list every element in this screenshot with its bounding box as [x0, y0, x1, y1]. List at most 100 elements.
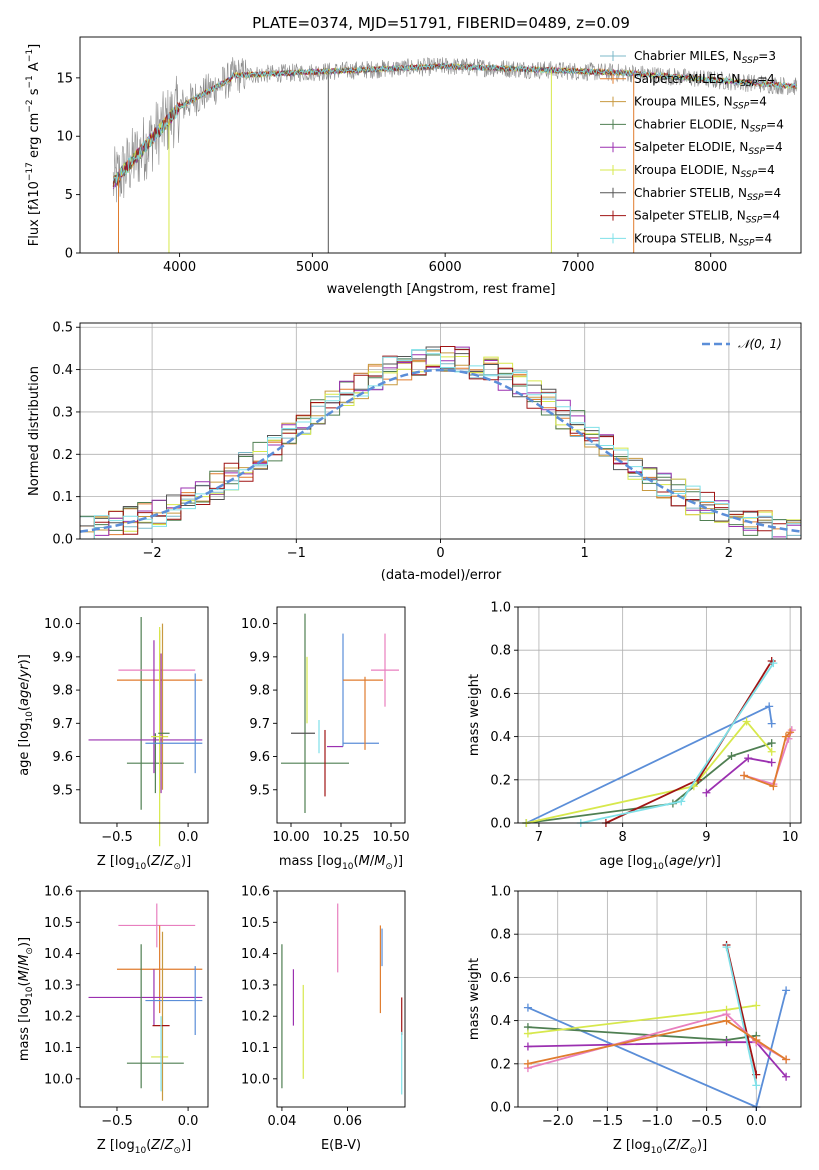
residual-xlabel: (data-model)/error [381, 568, 502, 583]
spectrum-ylabel: Flux [fλ10−17 erg cm−2 s−1 A−1] [25, 44, 42, 246]
legend-label: Chabrier STELIB, NSSP=4 [634, 186, 781, 203]
x-tick-label: −0.5 [101, 830, 133, 845]
y-tick-label: 0.2 [490, 773, 511, 788]
weight-line [725, 947, 758, 1086]
y-tick-label: 9.8 [52, 684, 73, 699]
panel-frame [517, 606, 802, 824]
model-spectrum [112, 62, 798, 184]
weight-vs-metallicity-panel: −2.0 −1.5 −1.0 −0.5 0.0 0.0 0.2 0.4 0.6 0.8 1.0 [490, 885, 802, 1129]
wage-xlabel: age [log10(age/yr)] [599, 854, 721, 872]
y-tick-label: 0.1 [52, 490, 73, 505]
x-tick-label: 4000 [163, 260, 196, 275]
weight-line [527, 1019, 787, 1065]
y-tick-label: 10.1 [44, 1041, 73, 1056]
y-tick-label: 10.2 [241, 1010, 270, 1025]
legend-label: Chabrier MILES, NSSP=3 [634, 49, 776, 66]
weight-marker [782, 986, 791, 995]
weight-marker [523, 1029, 532, 1038]
wz-xlabel: Z [log10(Z/Z⊙)] [613, 1138, 707, 1156]
residual-panel: −2 −1 0 1 2 0.0 0.1 0.2 0.3 0.4 0.5 (data-model)/e… [27, 321, 802, 583]
weight-marker [769, 782, 778, 791]
model-spectrum [112, 62, 634, 187]
x-tick-label: 5000 [296, 260, 329, 275]
y-tick-label: 0.5 [52, 321, 73, 336]
legend-label: Kroupa STELIB, NSSP=4 [634, 231, 772, 248]
x-tick-label: 0.0 [746, 1114, 767, 1129]
y-tick-label: 0.4 [52, 363, 73, 378]
y-tick-label: 0 [65, 247, 73, 262]
x-tick-label: 9 [702, 830, 710, 845]
weight-marker [752, 1036, 761, 1045]
y-tick-label: 9.9 [52, 650, 73, 665]
y-tick-label: 9.5 [52, 783, 73, 798]
weight-marker [744, 754, 753, 763]
x-tick-label: −1.5 [592, 1114, 624, 1129]
y-tick-label: 0.0 [490, 1101, 511, 1116]
x-tick-label: 0.06 [333, 1114, 362, 1129]
y-tick-label: 10.0 [241, 1072, 270, 1087]
weight-marker [722, 1016, 731, 1025]
y-tick-label: 10.3 [241, 978, 270, 993]
y-tick-label: 9.8 [249, 684, 270, 699]
data-group [88, 616, 203, 847]
mass-vs-ebv-panel: 0.04 0.06 10.0 10.1 10.2 10.3 10.4 10.5 10.6 [241, 885, 406, 1129]
y-tick-label: 0.3 [52, 405, 73, 420]
y-tick-label: 9.9 [249, 650, 270, 665]
x-tick-label: 10.50 [372, 830, 409, 845]
weight-marker [782, 1072, 791, 1081]
y-tick-label: 10.6 [241, 885, 270, 900]
weight-marker [781, 732, 790, 741]
x-tick-label: 8000 [694, 260, 727, 275]
weight-marker [677, 797, 686, 806]
x-tick-label: −0.5 [691, 1114, 723, 1129]
y-tick-label: 9.6 [249, 750, 270, 765]
y-tick-label: 10.2 [44, 1010, 73, 1025]
panel-frame [276, 606, 406, 824]
weight-marker [722, 1038, 731, 1047]
data-group [281, 903, 403, 1095]
x-tick-label: 7000 [561, 260, 594, 275]
weight-marker [767, 739, 776, 748]
age-vs-metallicity-panel: −0.5 0.0 9.5 9.6 9.7 9.8 9.9 10.0 [44, 606, 209, 847]
normal-legend-label: 𝒩(0, 1) [738, 337, 782, 351]
spectrum-title: PLATE=0374, MJD=51791, FIBERID=0489, z=0… [252, 14, 630, 32]
weight-line [527, 1041, 787, 1078]
y-tick-label: 1.0 [490, 601, 511, 616]
y-tick-label: 1.0 [490, 885, 511, 900]
panel-frame [79, 890, 209, 1108]
y-tick-label: 10.5 [44, 916, 73, 931]
massz-ylabel: mass [log10(M/M⊙)] [17, 937, 35, 1061]
data-group [88, 903, 203, 1101]
y-tick-label: 0.2 [52, 448, 73, 463]
mass-vs-metallicity-panel: −0.5 0.0 10.0 10.1 10.2 10.3 10.4 10.5 10.6 [44, 885, 209, 1129]
y-tick-label: 10.4 [241, 947, 270, 962]
weight-marker [765, 702, 774, 711]
legend-label: Salpeter MILES, NSSP=4 [634, 72, 775, 89]
weight-marker [767, 758, 776, 767]
weight-line [527, 1004, 757, 1035]
legend-label: Chabrier ELODIE, NSSP=4 [634, 117, 784, 134]
panel-frame [276, 890, 406, 1108]
weight-marker [767, 719, 776, 728]
x-tick-label: 0.0 [178, 830, 199, 845]
weight-line [743, 731, 791, 788]
y-tick-label: 10 [56, 130, 73, 145]
y-tick-label: 10.6 [44, 885, 73, 900]
y-tick-label: 0.8 [490, 928, 511, 943]
normal-curve [79, 368, 802, 533]
x-tick-label: 1 [581, 546, 589, 561]
y-tick-label: 10.3 [44, 978, 73, 993]
weight-marker [752, 1081, 761, 1090]
wz-ylabel: mass weight [467, 958, 482, 1040]
age-vs-mass-panel: 10.00 10.25 10.50 9.5 9.6 9.7 9.8 9.9 10.0 [241, 606, 410, 845]
agez-ylabel: age [log10(age/yr)] [17, 654, 35, 776]
weight-marker [722, 943, 731, 952]
spectrum-legend: Chabrier MILES, NSSP=3 Salpeter MILES, NS… [600, 49, 784, 248]
weight-line [705, 757, 772, 794]
x-tick-label: −1.0 [641, 1114, 673, 1129]
weight-line [605, 660, 773, 824]
x-tick-label: −2 [143, 546, 162, 561]
weight-vs-age-panel: 7 8 9 10 0.0 0.2 0.4 0.6 0.8 1.0 [490, 601, 802, 845]
legend-label: Salpeter STELIB, NSSP=4 [634, 209, 780, 226]
spectrum-frame [79, 36, 802, 254]
